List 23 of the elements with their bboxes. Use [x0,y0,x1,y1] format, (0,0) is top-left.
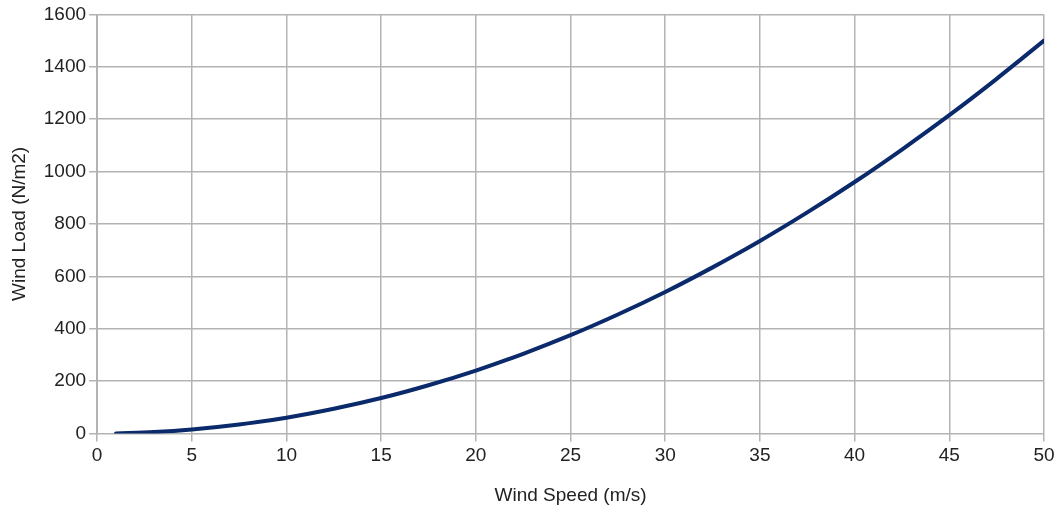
y-tick-label: 1600 [43,2,87,24]
line-series [114,38,1044,434]
x-tick-label: 0 [91,444,103,466]
y-tick-label: 1400 [43,55,87,77]
y-tick-label: 600 [54,264,87,286]
y-tick-label: 0 [75,421,87,443]
x-tick-label: 10 [275,444,298,466]
y-tick-label: 1000 [43,159,87,181]
y-tick-label: 1200 [43,107,87,129]
x-tick-label: 45 [938,444,960,466]
y-tick-label: 200 [54,369,87,391]
y-tick-label: 800 [54,212,87,234]
y-axis-title: Wind Load (N/m2) [7,146,29,301]
x-tick-label: 15 [370,444,392,466]
x-tick-label: 35 [749,444,771,466]
x-axis-title: Wind Speed (m/s) [494,483,647,505]
x-tick-label: 40 [844,444,866,466]
x-tick-label: 25 [559,444,582,466]
x-tick-label: 20 [465,444,487,466]
x-tick-label: 50 [1033,444,1055,466]
y-tick-label: 400 [54,316,87,338]
x-tick-label: 5 [186,444,198,466]
x-tick-label: 30 [654,444,676,466]
